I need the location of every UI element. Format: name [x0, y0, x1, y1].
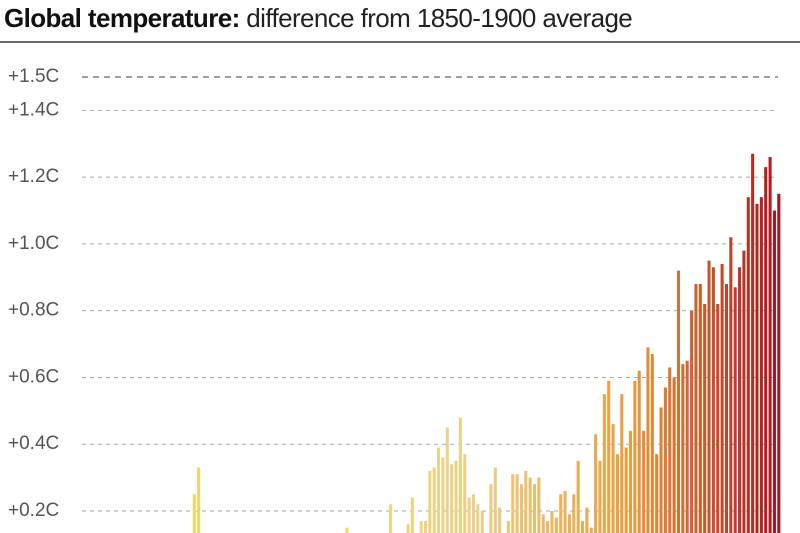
- bar: [681, 364, 685, 533]
- bar: [668, 367, 672, 533]
- bar: [659, 407, 663, 533]
- bar: [197, 467, 201, 533]
- bar: [423, 520, 428, 533]
- bar: [563, 490, 567, 533]
- bar: [759, 197, 763, 533]
- bar: [476, 504, 480, 533]
- bar: [533, 484, 537, 533]
- bar: [716, 303, 720, 533]
- bar: [192, 494, 196, 533]
- bar: [554, 517, 558, 533]
- y-tick-label: +1.2C: [8, 166, 59, 187]
- bar: [646, 347, 650, 533]
- bar: [454, 460, 458, 533]
- bar: [755, 203, 759, 533]
- bar: [703, 303, 707, 533]
- bar: [389, 504, 393, 533]
- bar: [463, 454, 467, 533]
- bar: [620, 394, 624, 533]
- bar: [768, 157, 772, 533]
- y-tick-label: +1.4C: [8, 99, 59, 120]
- bar: [445, 427, 449, 533]
- bar: [585, 507, 589, 533]
- bar: [746, 197, 750, 533]
- bar: [450, 464, 454, 533]
- bar: [489, 484, 493, 533]
- bar: [498, 507, 502, 533]
- bar: [628, 430, 633, 533]
- bar: [471, 494, 476, 533]
- bar: [637, 370, 641, 533]
- bar: [493, 467, 497, 533]
- bar: [733, 287, 737, 533]
- bar: [707, 260, 711, 533]
- bar: [594, 434, 598, 533]
- bar: [541, 514, 545, 533]
- bar: [764, 167, 768, 533]
- bar: [506, 520, 510, 533]
- bar: [458, 417, 462, 533]
- bar: [676, 270, 681, 533]
- bar: [428, 470, 432, 533]
- bar: [441, 457, 445, 533]
- y-tick-label: +0.4C: [8, 433, 59, 454]
- bar: [607, 380, 611, 533]
- bar: [772, 210, 776, 533]
- bar: [528, 477, 532, 533]
- bar: [738, 267, 742, 533]
- bar: [580, 520, 585, 533]
- bar: [598, 460, 602, 533]
- bar: [410, 497, 414, 533]
- bar: [345, 527, 349, 533]
- bar: [724, 283, 729, 533]
- bar: [720, 263, 724, 533]
- bar: [437, 447, 441, 533]
- bar: [515, 474, 519, 533]
- bar: [576, 460, 580, 533]
- bar: [642, 430, 646, 533]
- bar: [511, 474, 515, 533]
- bar: [589, 527, 593, 533]
- bar: [480, 510, 484, 533]
- bar: [546, 520, 550, 533]
- bar: [419, 520, 423, 533]
- y-tick-label: +0.6C: [8, 366, 59, 387]
- y-tick-label: +0.2C: [8, 500, 59, 521]
- y-tick-label: +0.8C: [8, 300, 59, 321]
- bar: [751, 153, 755, 533]
- bar: [698, 283, 702, 533]
- bar: [663, 387, 667, 533]
- bar: [572, 494, 576, 533]
- y-tick-label: +1.0C: [8, 233, 59, 254]
- bar: [777, 193, 781, 533]
- bar: [729, 237, 733, 533]
- bar: [559, 494, 563, 533]
- bar: [537, 477, 541, 533]
- bar: [567, 514, 571, 533]
- bar: [524, 470, 528, 533]
- bar: [550, 510, 554, 533]
- chart-heading: Global temperature: difference from 1850…: [4, 3, 632, 33]
- bar: [602, 394, 606, 533]
- bar: [467, 497, 471, 533]
- bar: [406, 524, 410, 533]
- bar: [633, 380, 637, 533]
- bar: [711, 267, 715, 533]
- chart-subtitle: difference from 1850-1900 average: [246, 3, 632, 33]
- bar: [690, 310, 694, 533]
- bar: [611, 424, 615, 533]
- bar: [650, 354, 654, 533]
- bar: [685, 360, 689, 533]
- bar: [672, 377, 676, 533]
- reference-label: +1.5C: [8, 66, 59, 87]
- bar: [615, 454, 619, 533]
- bar: [432, 467, 436, 533]
- bar: [655, 454, 659, 533]
- chart-title: Global temperature:: [4, 3, 240, 33]
- bar: [694, 283, 698, 533]
- bar: [519, 484, 523, 533]
- bar: [742, 250, 746, 533]
- bar: [624, 447, 628, 533]
